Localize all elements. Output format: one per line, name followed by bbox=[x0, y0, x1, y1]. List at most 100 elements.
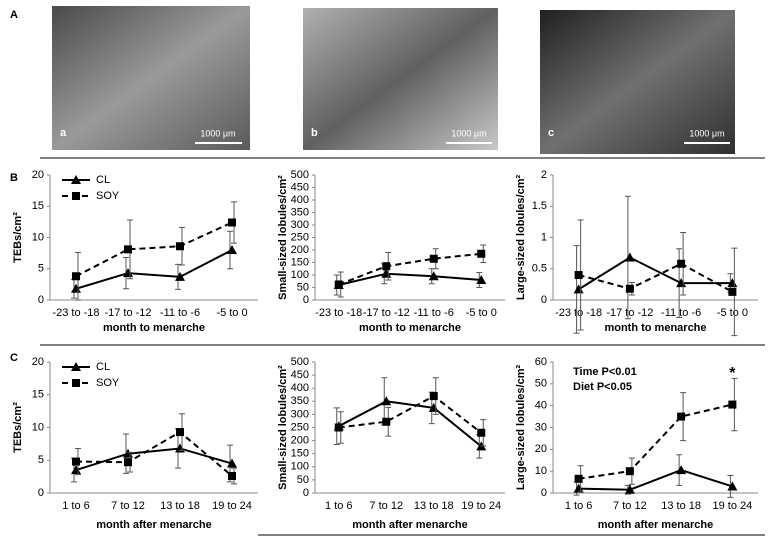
panel-label: A bbox=[10, 9, 18, 21]
marker bbox=[624, 252, 635, 262]
y-tick-label: 400 bbox=[291, 194, 309, 206]
micrograph bbox=[303, 8, 498, 150]
y-tick-label: 1.5 bbox=[532, 200, 547, 212]
y-tick-label: 50 bbox=[297, 474, 309, 486]
marker bbox=[625, 284, 634, 293]
x-axis-label: month after menarche bbox=[598, 519, 714, 531]
y-tick-label: 1 bbox=[541, 231, 547, 243]
marker bbox=[625, 467, 634, 476]
y-tick-label: 350 bbox=[291, 395, 309, 407]
legend-label: CL bbox=[96, 361, 110, 373]
x-tick-label: -11 to -6 bbox=[661, 307, 701, 319]
legend-marker bbox=[72, 192, 80, 200]
micrograph bbox=[540, 10, 735, 154]
x-tick-label: -11 to -6 bbox=[160, 307, 200, 319]
y-tick-label: 15 bbox=[32, 389, 44, 401]
x-tick-label: 1 to 6 bbox=[62, 500, 90, 512]
y-tick-label: 5 bbox=[38, 263, 44, 275]
marker bbox=[428, 271, 439, 281]
x-tick-label: -17 to -12 bbox=[104, 307, 151, 319]
y-tick-label: 400 bbox=[291, 382, 309, 394]
series-line bbox=[338, 272, 482, 286]
y-tick-label: 300 bbox=[291, 408, 309, 420]
series-line bbox=[75, 249, 233, 290]
marker bbox=[382, 262, 391, 271]
y-tick-label: 0 bbox=[38, 487, 44, 499]
y-tick-label: 450 bbox=[291, 369, 309, 381]
x-tick-label: 7 to 12 bbox=[613, 500, 647, 512]
marker bbox=[72, 272, 80, 281]
image-label: a bbox=[60, 127, 67, 139]
marker bbox=[176, 428, 184, 437]
y-tick-label: 0 bbox=[38, 294, 44, 306]
marker bbox=[176, 242, 184, 251]
y-tick-label: 20 bbox=[32, 169, 44, 181]
marker bbox=[175, 271, 185, 281]
micrograph bbox=[52, 6, 250, 150]
marker bbox=[477, 428, 486, 437]
series-line bbox=[578, 403, 733, 480]
x-tick-label: 7 to 12 bbox=[111, 500, 145, 512]
series-line bbox=[578, 262, 733, 293]
y-axis-label: Small-sized lobules/cm² bbox=[277, 365, 289, 490]
x-tick-label: -5 to 0 bbox=[717, 307, 748, 319]
y-tick-label: 150 bbox=[291, 448, 309, 460]
legend-marker bbox=[71, 362, 81, 371]
x-axis-label: month to menarche bbox=[604, 322, 706, 334]
panel-label: C bbox=[10, 352, 18, 364]
marker bbox=[477, 249, 486, 258]
y-tick-label: 2 bbox=[541, 169, 547, 181]
y-tick-label: 60 bbox=[535, 356, 547, 368]
y-tick-label: 350 bbox=[291, 206, 309, 218]
y-tick-label: 0 bbox=[303, 294, 309, 306]
marker bbox=[728, 400, 737, 409]
marker bbox=[676, 465, 687, 475]
y-axis-label: Large-sized lobules/cm² bbox=[515, 175, 527, 301]
x-tick-label: -5 to 0 bbox=[466, 307, 497, 319]
legend-label: SOY bbox=[96, 190, 120, 202]
y-tick-label: 150 bbox=[291, 256, 309, 268]
x-tick-label: 13 to 18 bbox=[661, 500, 701, 512]
y-tick-label: 450 bbox=[291, 181, 309, 193]
x-tick-label: 1 to 6 bbox=[565, 500, 593, 512]
x-tick-label: -23 to -18 bbox=[315, 307, 362, 319]
legend-marker bbox=[72, 379, 80, 387]
y-tick-label: 5 bbox=[38, 454, 44, 466]
series-line bbox=[75, 221, 233, 278]
marker bbox=[429, 392, 438, 401]
marker bbox=[476, 275, 487, 284]
marker bbox=[227, 458, 237, 468]
marker bbox=[124, 458, 132, 467]
x-tick-label: 1 to 6 bbox=[325, 500, 353, 512]
y-tick-label: 500 bbox=[291, 356, 309, 368]
x-tick-label: -23 to -18 bbox=[555, 307, 602, 319]
marker bbox=[381, 396, 392, 406]
y-tick-label: 20 bbox=[535, 443, 547, 455]
marker bbox=[334, 423, 343, 432]
panel-label: B bbox=[10, 172, 18, 184]
marker bbox=[573, 284, 584, 294]
series-line bbox=[578, 256, 733, 291]
y-axis-label: Large-sized lobules/cm² bbox=[515, 365, 527, 491]
annotation: Time P<0.01 bbox=[573, 366, 637, 378]
series-line bbox=[338, 400, 482, 448]
y-tick-label: 250 bbox=[291, 231, 309, 243]
y-tick-label: 0 bbox=[303, 487, 309, 499]
y-tick-label: 100 bbox=[291, 461, 309, 473]
marker bbox=[677, 259, 686, 268]
x-axis-label: month after menarche bbox=[96, 519, 212, 531]
scale-label: 1000 μm bbox=[689, 128, 724, 138]
marker bbox=[728, 287, 737, 296]
y-tick-label: 10 bbox=[32, 421, 44, 433]
marker bbox=[228, 471, 236, 480]
x-tick-label: -23 to -18 bbox=[52, 307, 99, 319]
y-tick-label: 20 bbox=[32, 356, 44, 368]
series-line bbox=[75, 430, 233, 477]
x-tick-label: -11 to -6 bbox=[414, 307, 454, 319]
marker bbox=[574, 474, 583, 483]
x-tick-label: -17 to -12 bbox=[363, 307, 410, 319]
annotation: Diet P<0.05 bbox=[573, 381, 632, 393]
y-tick-label: 15 bbox=[32, 200, 44, 212]
legend-label: CL bbox=[96, 174, 110, 186]
series-line bbox=[75, 447, 233, 472]
